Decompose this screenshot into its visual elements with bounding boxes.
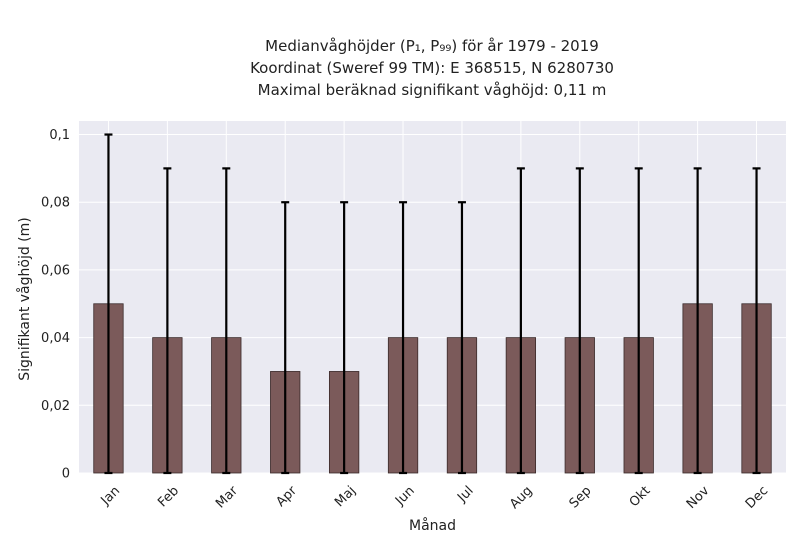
x-tick-label: Okt [627, 483, 654, 510]
error-bar-maj [340, 201, 349, 475]
x-tick-label: Feb [155, 483, 182, 510]
error-bar-mar [222, 167, 231, 475]
error-bar-aug [516, 167, 525, 475]
y-axis-ticks: 0 0,02 0,04 0,06 0,08 0,1 [41, 128, 70, 481]
chart-title-line-1: Medianvåghöjder (P₁, P₉₉) för år 1979 - … [265, 37, 599, 55]
error-bar-jan [104, 133, 113, 475]
y-tick-label: 0,04 [41, 331, 70, 346]
error-bar-jul [457, 201, 466, 475]
y-tick-label: 0,08 [41, 196, 70, 211]
error-bar-feb [163, 167, 172, 475]
x-tick-label: Dec [743, 483, 771, 511]
x-axis-ticks: Jan Feb Mar Apr Maj Jun Jul Aug Sep Okt Nov Dec [98, 483, 772, 512]
x-tick-label: Apr [273, 483, 300, 510]
x-axis-label: Månad [409, 517, 456, 534]
y-axis-label: Signifikant våghöjd (m) [16, 217, 33, 380]
x-tick-label: Jan [98, 483, 123, 508]
plot-area [79, 121, 786, 473]
y-tick-label: 0 [62, 467, 70, 482]
x-tick-label: Maj [332, 483, 359, 510]
chart-title-line-2: Koordinat (Sweref 99 TM): E 368515, N 62… [250, 59, 614, 77]
x-tick-label: Jul [454, 483, 476, 505]
y-tick-label: 0,06 [41, 263, 70, 278]
x-tick-label: Aug [507, 483, 536, 512]
error-bars [104, 133, 761, 475]
chart-title: Medianvåghöjder (P₁, P₉₉) för år 1979 - … [250, 37, 614, 99]
error-bar-sep [575, 167, 584, 475]
error-bar-nov [693, 167, 702, 475]
error-bar-apr [281, 201, 290, 475]
error-bar-dec [752, 167, 761, 475]
chart-title-line-3: Maximal beräknad signifikant våghöjd: 0,… [258, 81, 607, 99]
x-tick-label: Mar [213, 483, 241, 511]
error-bar-okt [634, 167, 643, 475]
x-tick-label: Sep [567, 483, 595, 511]
y-tick-label: 0,1 [49, 128, 70, 143]
x-tick-label: Jun [392, 483, 418, 509]
x-tick-label: Nov [684, 483, 713, 512]
y-tick-label: 0,02 [41, 399, 70, 414]
error-bar-jun [399, 201, 408, 475]
